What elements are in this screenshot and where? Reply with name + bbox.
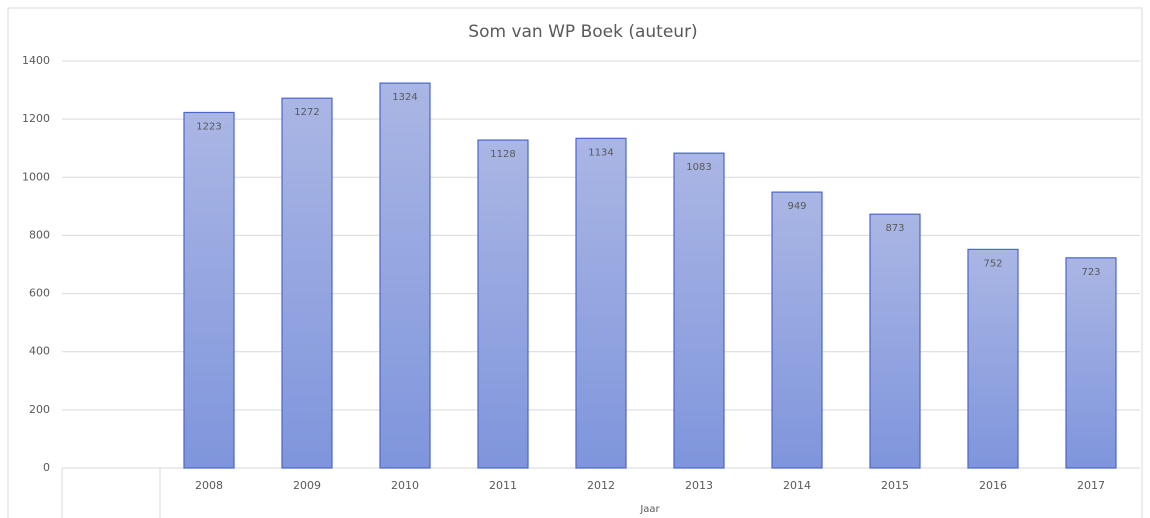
data-label: 1083 [686, 162, 711, 173]
y-tick-label: 1000 [22, 170, 50, 183]
x-tick-label: 2014 [783, 479, 811, 492]
data-label: 1134 [588, 147, 613, 158]
data-label: 723 [1081, 267, 1100, 278]
data-label: 1272 [294, 107, 319, 118]
x-tick-label: 2013 [685, 479, 713, 492]
y-tick-label: 800 [29, 228, 50, 241]
x-tick-label: 2008 [195, 479, 223, 492]
data-label: 1324 [392, 92, 417, 103]
bar [673, 152, 725, 469]
x-tick-label: 2016 [979, 479, 1007, 492]
x-tick-label: 2010 [391, 479, 419, 492]
chart-frame [7, 7, 1143, 518]
bar [771, 191, 823, 469]
x-tick-label: 2009 [293, 479, 321, 492]
chart-title: Som van WP Boek (auteur) [468, 22, 697, 42]
data-label: 1128 [490, 149, 515, 160]
y-tick-label: 200 [29, 403, 50, 416]
y-tick-label: 400 [29, 345, 50, 358]
x-axis-label: Jaar [639, 504, 660, 515]
data-label: 1223 [196, 121, 221, 132]
x-tick-label: 2017 [1077, 479, 1105, 492]
x-tick-label: 2011 [489, 479, 517, 492]
bar [379, 82, 431, 469]
bar [967, 248, 1019, 469]
bar [183, 111, 235, 469]
x-tick-label: 2015 [881, 479, 909, 492]
y-tick-label: 600 [29, 287, 50, 300]
bar [575, 137, 627, 469]
data-label: 949 [787, 201, 806, 212]
bar [281, 97, 333, 469]
y-tick-label: 0 [43, 461, 50, 474]
y-tick-label: 1400 [22, 54, 50, 67]
data-label: 752 [983, 258, 1002, 269]
bar [869, 213, 921, 469]
data-label: 873 [885, 223, 904, 234]
x-tick-label: 2012 [587, 479, 615, 492]
bar [1065, 257, 1117, 469]
y-tick-label: 1200 [22, 112, 50, 125]
bar [477, 139, 529, 469]
